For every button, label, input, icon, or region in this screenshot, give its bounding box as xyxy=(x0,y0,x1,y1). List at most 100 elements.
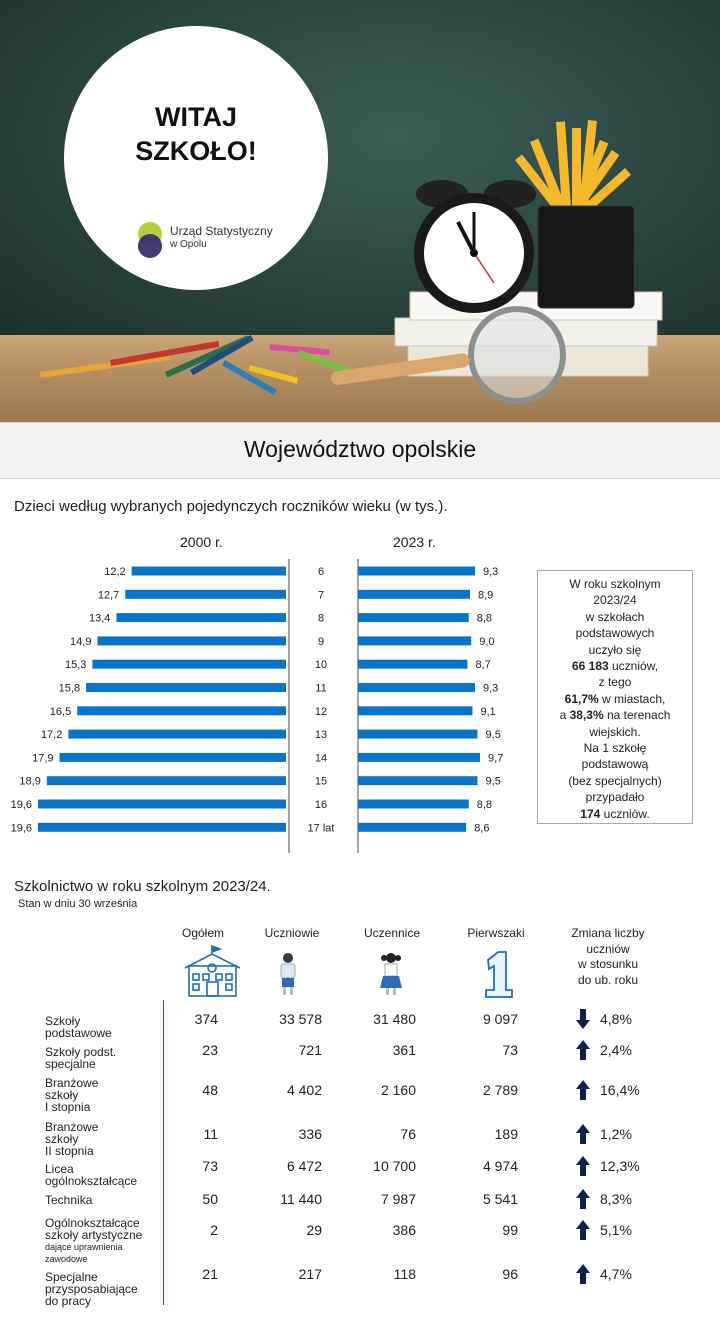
chart-title: Dzieci według wybranych pojedynczych roc… xyxy=(14,498,448,515)
logo-line2: w Opolu xyxy=(170,239,207,250)
header-zmiana: Zmiana liczby uczniów w stosunku do ub. … xyxy=(555,926,661,988)
bar-2000 xyxy=(59,752,286,762)
cell-uczniowie: 336 xyxy=(298,1126,322,1142)
cell-zmiana: 4,8% xyxy=(600,1011,632,1027)
row-label-line: Szkoły podst. xyxy=(45,1045,117,1059)
cell-zmiana: 8,3% xyxy=(600,1191,632,1207)
arrow-up-icon xyxy=(576,1156,590,1176)
cell-ogolem: 374 xyxy=(194,1011,218,1027)
category-label: 10 xyxy=(315,659,327,671)
cell-ogolem: 2 xyxy=(210,1222,218,1238)
data-label-2023: 9,7 xyxy=(488,752,503,764)
data-label-2023: 9,5 xyxy=(486,729,501,741)
info-line: w szkołach xyxy=(585,609,645,624)
category-label: 14 xyxy=(315,752,327,764)
bar-2000 xyxy=(92,659,286,669)
info-line: przypadało xyxy=(585,790,645,805)
category-label: 9 xyxy=(318,636,324,648)
bar-2023 xyxy=(358,752,481,762)
row-label-line: Licea xyxy=(45,1162,74,1176)
data-label-2000: 15,3 xyxy=(65,659,86,671)
hero-title-line2: SZKOŁO! xyxy=(135,136,257,166)
cell-uczennice: 7 987 xyxy=(380,1191,416,1207)
header-pierwszaki: Pierwszaki xyxy=(467,926,525,940)
data-label-2023: 9,1 xyxy=(480,706,495,718)
category-label: 13 xyxy=(315,729,327,741)
cell-uczniowie: 4 402 xyxy=(286,1082,322,1098)
hero-image xyxy=(0,0,720,422)
data-label-2000: 19,6 xyxy=(11,822,32,834)
row-label: Licea ogólnokształcące xyxy=(45,1163,137,1187)
cell-pierwszaki: 96 xyxy=(502,1266,518,1282)
bar-2000 xyxy=(131,566,286,576)
school-supplies-illustration xyxy=(40,120,663,404)
info-line: z tego xyxy=(598,675,632,690)
row-label: Ogólnokształcące szkoły artystyczne dające… xyxy=(45,1217,142,1265)
region-banner xyxy=(0,422,720,479)
row-label-line: Szkoły xyxy=(45,1014,81,1028)
category-label: 15 xyxy=(315,776,327,788)
boy-student-icon xyxy=(280,953,296,995)
header-zmiana-line: do ub. roku xyxy=(577,972,639,987)
bar-2000 xyxy=(97,636,286,646)
cell-uczniowie: 6 472 xyxy=(286,1158,322,1174)
table-subtitle: Stan w dniu 30 września xyxy=(18,898,138,910)
girl-student-icon xyxy=(380,953,402,995)
cell-pierwszaki: 9 097 xyxy=(482,1011,518,1027)
data-label-2023: 9,0 xyxy=(479,636,494,648)
arrow-up-icon xyxy=(576,1189,590,1209)
table-title: Szkolnictwo w roku szkolnym 2023/24. xyxy=(14,878,271,895)
data-label-2000: 14,9 xyxy=(70,636,91,648)
cell-pierwszaki: 5 541 xyxy=(482,1191,518,1207)
hero-title-line1: WITAJ xyxy=(155,102,237,132)
arrow-up-icon xyxy=(576,1220,590,1240)
info-text: a xyxy=(559,708,570,723)
row-label-line: przysposabiające xyxy=(45,1282,138,1296)
data-label-2000: 12,2 xyxy=(104,566,125,578)
cell-pierwszaki: 2 789 xyxy=(482,1082,518,1098)
info-text: w miastach, xyxy=(598,691,666,706)
bar-2000 xyxy=(38,822,286,832)
cell-zmiana: 2,4% xyxy=(600,1042,632,1058)
cell-uczniowie: 11 440 xyxy=(280,1191,322,1207)
logo-text: Urząd Statystyczny w Opolu xyxy=(170,224,273,252)
age-bar-chart: 12,2 9,3 6 12,7 8,9 7 13,4 8,8 8 14,9 9,0 9 15,3 8,7 1… xyxy=(11,559,503,853)
row-label: Branżowe szkoły II stopnia xyxy=(45,1121,98,1157)
data-label-2000: 17,2 xyxy=(41,729,62,741)
cell-zmiana: 16,4% xyxy=(600,1082,640,1098)
cell-pierwszaki: 4 974 xyxy=(482,1158,518,1174)
cell-pierwszaki: 73 xyxy=(502,1042,518,1058)
row-label-line: I stopnia xyxy=(45,1100,91,1114)
info-line: 2023/24 xyxy=(593,593,637,608)
cell-ogolem: 48 xyxy=(202,1082,218,1098)
data-label-2023: 8,9 xyxy=(478,589,493,601)
arrow-up-icon xyxy=(576,1124,590,1144)
cell-uczennice: 76 xyxy=(400,1126,416,1142)
cell-zmiana: 4,7% xyxy=(600,1266,632,1282)
magnifying-glass-icon xyxy=(330,306,566,404)
hero-title: WITAJ SZKOŁO! xyxy=(64,100,328,168)
header-ogolem: Ogółem xyxy=(181,926,225,940)
bar-2000 xyxy=(125,589,286,599)
bar-2023 xyxy=(358,729,478,739)
data-label-2000: 18,9 xyxy=(19,776,40,788)
bar-2023 xyxy=(358,706,473,716)
cell-ogolem: 11 xyxy=(203,1126,218,1142)
bar-2000 xyxy=(77,706,286,716)
row-label-line: do pracy xyxy=(45,1294,92,1308)
row-label-line: ogólnokształcące xyxy=(45,1174,138,1188)
row-label-line: Branżowe xyxy=(45,1120,99,1134)
arrow-up-icon xyxy=(576,1264,590,1284)
header-uczennice: Uczennice xyxy=(363,926,421,940)
cell-uczennice: 31 480 xyxy=(373,1011,416,1027)
row-label-line: szkoły xyxy=(45,1088,79,1102)
cell-pierwszaki: 189 xyxy=(494,1126,518,1142)
data-label-2000: 15,8 xyxy=(59,683,80,695)
info-bold: 174 xyxy=(580,806,601,821)
arrow-up-icon xyxy=(576,1040,590,1060)
category-label: 11 xyxy=(315,683,326,695)
row-label-line: II stopnia xyxy=(45,1144,94,1158)
row-label-line: szkoły artystyczne xyxy=(45,1228,143,1242)
row-label-line: szkoły xyxy=(45,1132,79,1146)
cell-uczennice: 361 xyxy=(392,1042,416,1058)
